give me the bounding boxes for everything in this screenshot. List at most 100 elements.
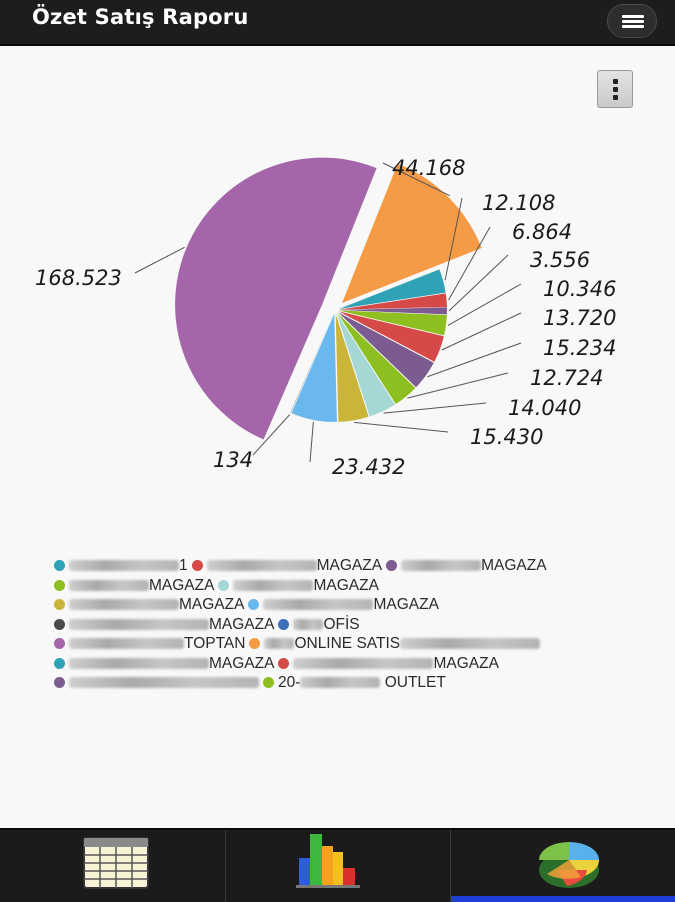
legend-label: MAGAZA — [316, 557, 383, 574]
pie-slice — [342, 163, 482, 303]
legend-label: MAGAZA — [373, 596, 439, 613]
legend-label: 1 — [179, 557, 188, 574]
hamburger-menu-icon — [622, 15, 644, 18]
redacted-text — [69, 579, 149, 591]
legend-color-dot — [263, 677, 274, 688]
pie-slice-label: 12.108 — [482, 191, 555, 215]
redacted-text — [401, 560, 482, 571]
legend-row: MAGAZA MAGAZA — [54, 654, 654, 674]
legend-color-dot — [54, 618, 65, 630]
pie-slice-label: 15.234 — [543, 336, 616, 360]
legend-item: MAGAZA — [278, 654, 499, 674]
tab-indicator — [0, 896, 225, 902]
legend-item: MAGAZA — [54, 595, 244, 615]
bar-chart-icon — [296, 834, 360, 888]
legend-color-dot — [278, 618, 290, 630]
pie-leader-line — [447, 283, 522, 326]
legend-color-dot — [54, 638, 65, 649]
legend-label: MAGAZA — [209, 615, 275, 633]
legend-color-dot — [218, 579, 230, 591]
legend-color-dot — [248, 599, 260, 610]
pie-slice-label: 13.720 — [543, 306, 616, 330]
legend-label: MAGAZA — [481, 557, 547, 574]
hamburger-menu-button[interactable] — [607, 4, 657, 38]
legend-item: OFİS — [278, 615, 360, 635]
pie-slice-label: 168.523 — [35, 266, 122, 290]
legend-item — [54, 673, 259, 693]
legend-label: MAGAZA — [433, 654, 499, 672]
pie-leader-line — [448, 226, 491, 301]
legend-label: MAGAZA — [313, 576, 379, 594]
legend-color-dot — [54, 560, 65, 571]
legend-color-dot — [54, 579, 65, 591]
pie-slice-label: 3.556 — [530, 248, 590, 272]
legend-item: ONLINE SATIS — [249, 634, 541, 654]
redacted-text — [69, 618, 209, 630]
redacted-text — [69, 599, 179, 610]
legend-item: MAGAZA — [54, 576, 214, 596]
legend-label: MAGAZA — [179, 596, 245, 613]
redacted-text — [69, 657, 209, 669]
vertical-dots-icon — [613, 79, 618, 84]
pie-slice — [338, 312, 434, 388]
vertical-dots-icon-dot — [613, 87, 618, 92]
legend-label: 20- — [278, 674, 301, 691]
pie-slice-label: 6.864 — [512, 220, 572, 244]
legend-item: MAGAZA — [191, 556, 383, 576]
legend-label: MAGAZA — [149, 576, 215, 594]
legend-item: TOPTAN — [54, 634, 245, 654]
redacted-text — [233, 579, 314, 591]
pie-slice — [338, 269, 446, 309]
pie-leader-line — [444, 197, 463, 281]
legend-color-dot — [54, 599, 65, 610]
redacted-text — [293, 657, 434, 669]
spreadsheet-icon — [83, 837, 149, 889]
pie-leader-line — [382, 162, 451, 197]
redacted-text — [264, 638, 295, 649]
redacted-text — [69, 677, 259, 688]
legend-color-dot — [54, 677, 65, 688]
legend-color-dot — [191, 560, 203, 571]
legend-row: MAGAZA MAGAZA — [54, 595, 654, 615]
redacted-text — [400, 638, 541, 649]
legend-row: 20- OUTLET — [54, 673, 654, 693]
pie-slice-label: 12.724 — [530, 366, 603, 390]
hamburger-menu-icon-bar — [622, 25, 644, 28]
legend-label: OFİS — [323, 615, 360, 633]
tab-indicator — [451, 896, 675, 902]
pie-slice-label: 14.040 — [508, 396, 581, 420]
legend-color-dot — [249, 638, 261, 649]
pie-slice — [338, 307, 447, 315]
legend-row: MAGAZA OFİS — [54, 615, 654, 635]
legend-label: TOPTAN — [184, 635, 246, 652]
legend-item: 20- OUTLET — [263, 673, 446, 693]
legend-row: 1 MAGAZA MAGAZA — [54, 556, 654, 576]
legend-item: MAGAZA — [386, 556, 547, 576]
tab-table-view[interactable] — [0, 830, 225, 902]
legend-label: ONLINE SATIS — [294, 635, 401, 652]
top-app-bar: Özet Satış Raporu — [0, 0, 675, 46]
overflow-menu-button[interactable] — [597, 70, 633, 108]
redacted-text — [263, 599, 374, 610]
pie-slice — [336, 313, 395, 417]
pie-leader-line — [441, 312, 522, 351]
tab-pie-chart-view[interactable] — [450, 830, 675, 902]
pie-leader-line — [448, 254, 509, 312]
pie-slice — [291, 313, 337, 422]
legend-row: MAGAZA MAGAZA — [54, 576, 654, 596]
pie-leader-line — [252, 414, 291, 456]
legend-item: 1 — [54, 556, 188, 576]
tab-bar-chart-view[interactable] — [225, 830, 450, 902]
pie-slice-label: 134 — [213, 448, 253, 472]
legend-item: MAGAZA — [54, 615, 274, 635]
pie-slice — [335, 313, 369, 422]
legend-row: TOPTAN ONLINE SATIS — [54, 634, 654, 654]
pie-leader-line — [427, 342, 522, 378]
legend-color-dot — [54, 657, 65, 669]
chart-legend: 1 MAGAZA MAGAZA MAGAZA MAGAZA MAGAZA MAGAZA MAG… — [54, 556, 654, 693]
redacted-text — [69, 638, 184, 649]
pie-leader-line — [134, 246, 185, 274]
pie-slice — [338, 293, 447, 310]
legend-item: MAGAZA — [54, 654, 274, 674]
pie-slice — [175, 157, 377, 440]
